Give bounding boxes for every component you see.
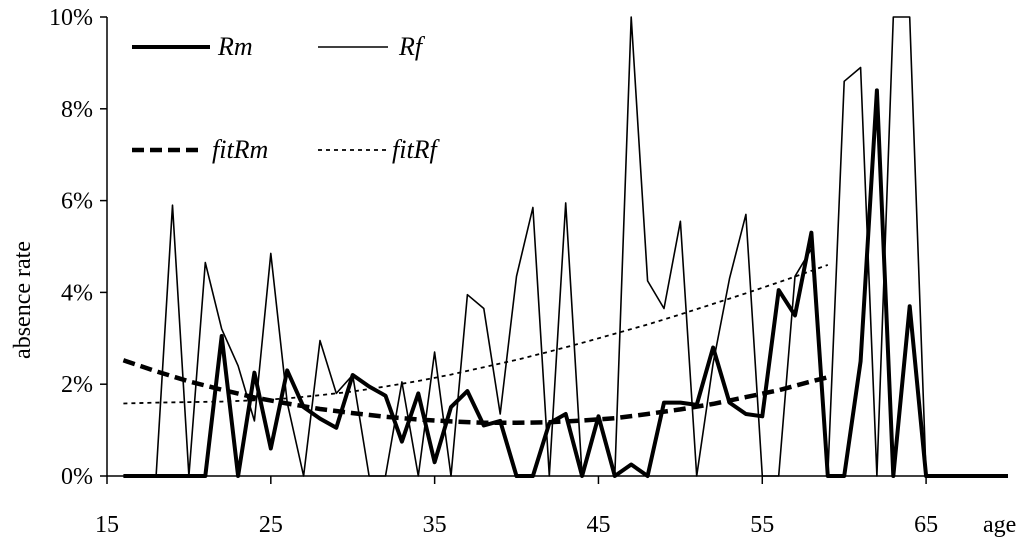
y-tick-label: 2% bbox=[61, 372, 93, 398]
axes-layer: 0% 2% 4% 6% 8% 10% 15 25 35 45 55 65 bbox=[49, 5, 1008, 538]
x-tick-label: 15 bbox=[95, 512, 119, 538]
x-tick-label: 25 bbox=[259, 512, 283, 538]
x-tick-label: 55 bbox=[750, 512, 774, 538]
y-tick-label: 6% bbox=[61, 189, 93, 215]
series-layer bbox=[122, 16, 1008, 478]
y-tick-label: 0% bbox=[61, 464, 93, 490]
y-tick-label: 4% bbox=[61, 280, 93, 306]
legend-label-fitrf: fitRf bbox=[392, 135, 441, 164]
x-tick-label: 35 bbox=[423, 512, 447, 538]
x-tick-label: 45 bbox=[586, 512, 610, 538]
y-axis-label: absence rate bbox=[10, 241, 36, 359]
x-axis-label: age bbox=[983, 512, 1016, 538]
x-tick-label: 65 bbox=[914, 512, 938, 538]
y-tick-label: 8% bbox=[61, 97, 93, 123]
legend: Rm Rf fitRm fitRf bbox=[132, 32, 441, 164]
legend-label-rf: Rf bbox=[398, 32, 426, 61]
series-rf-line bbox=[123, 16, 1008, 477]
y-tick-label: 10% bbox=[49, 5, 93, 31]
series-fitrf-line bbox=[123, 264, 829, 405]
series-rm-line bbox=[123, 88, 1008, 478]
legend-label-fitrm: fitRm bbox=[212, 135, 268, 164]
legend-label-rm: Rm bbox=[217, 32, 253, 61]
